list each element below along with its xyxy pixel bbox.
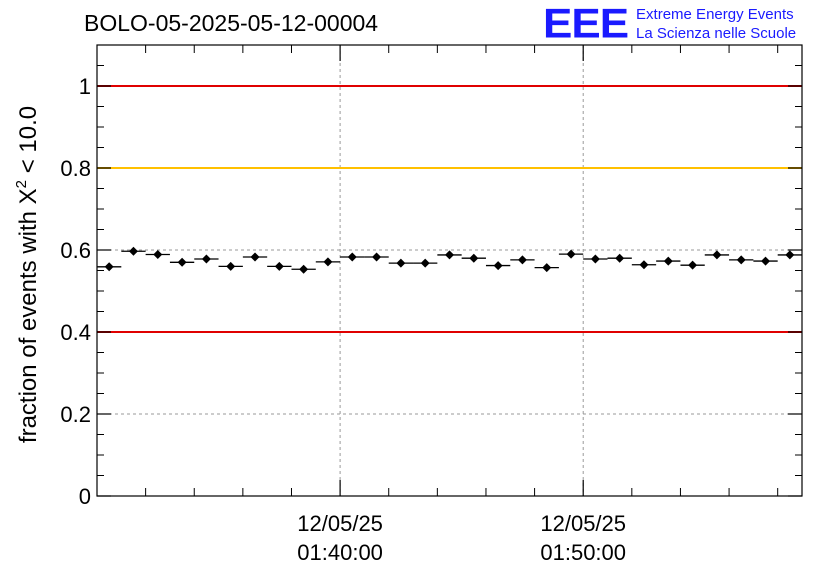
eee-logo-mark: EEE <box>543 0 629 47</box>
point-marker <box>517 255 527 265</box>
data-point <box>340 252 365 262</box>
y-tick-label: 0.2 <box>60 402 91 427</box>
point-marker <box>104 262 114 272</box>
data-point <box>656 256 681 266</box>
point-marker <box>615 253 625 263</box>
point-marker <box>566 249 576 259</box>
plot-frame <box>96 44 803 497</box>
point-marker <box>347 252 357 262</box>
data-point <box>631 260 657 270</box>
data-point <box>729 255 754 265</box>
data-point <box>97 262 122 272</box>
y-tick-label: 0.6 <box>60 238 91 263</box>
grid-layer <box>97 45 802 496</box>
reference-lines <box>97 85 802 333</box>
run-title: BOLO-05-2025-05-12-00004 <box>84 10 379 36</box>
point-marker <box>226 261 236 271</box>
data-point <box>510 255 535 265</box>
data-point <box>121 246 146 256</box>
point-marker <box>736 255 746 265</box>
logo-line-2: La Scienza nelle Scuole <box>636 25 797 42</box>
ylabel-tail: < 10.0 <box>15 106 42 180</box>
data-point <box>583 254 608 264</box>
data-point <box>145 250 170 260</box>
data-point <box>413 258 438 268</box>
point-marker <box>128 246 138 256</box>
x-tick-label: 01:40:00 <box>297 540 383 565</box>
point-marker <box>590 254 600 264</box>
y-axis-title: fraction of events with X2 < 10.0 <box>13 106 42 443</box>
point-marker <box>761 256 771 266</box>
point-marker <box>542 263 552 273</box>
point-marker <box>250 252 260 262</box>
y-tick-label: 0 <box>79 484 91 509</box>
data-point <box>607 253 632 263</box>
point-marker <box>688 260 698 270</box>
point-marker <box>493 261 503 271</box>
data-point <box>485 261 511 271</box>
data-point <box>558 249 584 259</box>
point-marker <box>177 257 187 267</box>
point-marker <box>445 250 454 260</box>
data-point <box>194 254 219 264</box>
y-tick-label: 1 <box>79 74 91 99</box>
data-point <box>461 253 486 263</box>
data-point <box>437 250 462 260</box>
x-tick-label: 01:50:00 <box>540 540 626 565</box>
y-tick-label: 0.4 <box>60 320 91 345</box>
data-point <box>315 257 341 267</box>
y-axis-label: fraction of events with X2 < 10.0 <box>13 106 42 443</box>
point-marker <box>663 256 673 266</box>
point-marker <box>153 250 163 260</box>
axes: 0 0.2 0.4 0.6 0.8 1 12/05/25 01:40:00 12/05/25 01… <box>60 44 802 565</box>
x-tick-label: 12/05/25 <box>297 511 383 536</box>
data-points <box>97 246 802 274</box>
data-point <box>169 257 195 267</box>
point-marker <box>299 264 309 274</box>
data-point <box>388 258 414 268</box>
ylabel-main: fraction of events with X <box>15 188 42 443</box>
data-point <box>704 250 730 260</box>
point-marker <box>201 254 211 264</box>
data-point <box>291 264 316 274</box>
logo-line-1: Extreme Energy Events <box>636 6 794 23</box>
point-marker <box>372 252 382 262</box>
point-marker <box>274 261 284 271</box>
eee-logo-text: Extreme Energy Events La Scienza nelle S… <box>636 5 796 43</box>
eee-logo: EEE Extreme Energy Events La Scienza nel… <box>543 2 796 46</box>
ylabel-sup: 2 <box>13 180 30 188</box>
data-point <box>680 260 705 270</box>
x-tick-label: 12/05/25 <box>540 511 626 536</box>
data-point <box>218 261 243 271</box>
point-marker <box>323 257 333 267</box>
point-marker <box>639 260 649 270</box>
data-point <box>364 252 389 262</box>
data-point <box>267 261 292 271</box>
data-point <box>242 252 268 262</box>
point-marker <box>785 250 795 260</box>
data-point <box>777 250 802 260</box>
y-tick-label: 0.8 <box>60 156 91 181</box>
data-point <box>534 263 559 273</box>
point-marker <box>469 253 479 263</box>
point-marker <box>396 258 406 268</box>
data-point <box>753 256 778 266</box>
point-marker <box>712 250 722 260</box>
point-marker <box>420 258 430 268</box>
